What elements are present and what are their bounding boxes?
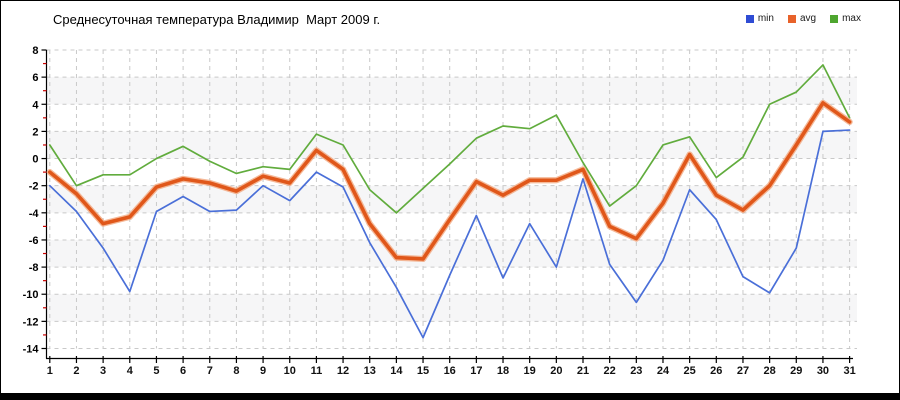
y-tick-label: 6 — [32, 72, 38, 84]
legend-label: avg — [800, 13, 816, 24]
x-tick-label: 6 — [180, 365, 186, 377]
legend-item-min: min — [746, 13, 774, 24]
x-tick-label: 22 — [604, 365, 616, 377]
legend-item-max: max — [830, 13, 861, 24]
chart-title: Среднесуточная температура Владимир Март… — [53, 12, 380, 27]
y-tick-label: -2 — [29, 181, 39, 193]
x-tick-label: 3 — [100, 365, 106, 377]
x-tick-label: 16 — [444, 365, 456, 377]
x-tick-label: 4 — [127, 365, 134, 377]
avg-swatch-icon — [788, 15, 796, 23]
x-tick-label: 29 — [790, 365, 802, 377]
x-tick-label: 8 — [233, 365, 239, 377]
x-tick-label: 19 — [524, 365, 536, 377]
x-tick-label: 2 — [73, 365, 79, 377]
legend-label: max — [842, 13, 861, 24]
x-tick-label: 25 — [684, 365, 696, 377]
x-tick-label: 11 — [311, 365, 323, 377]
x-tick-label: 18 — [497, 365, 509, 377]
y-tick-label: 8 — [32, 45, 38, 57]
legend-item-avg: avg — [788, 13, 816, 24]
footer-bar — [1, 393, 899, 399]
x-tick-label: 7 — [207, 365, 213, 377]
x-tick-label: 1 — [47, 365, 53, 377]
y-tick-label: -10 — [23, 289, 39, 301]
x-tick-label: 23 — [630, 365, 642, 377]
x-tick-label: 17 — [470, 365, 482, 377]
y-tick-label: -4 — [29, 208, 40, 220]
plot-band — [47, 240, 857, 267]
x-tick-label: 21 — [577, 365, 589, 377]
x-tick-label: 31 — [843, 365, 855, 377]
plot-band — [47, 131, 857, 158]
temperature-chart: 86420-2-4-6-8-10-12-14123456789101112131… — [1, 1, 899, 393]
y-tick-label: 4 — [32, 99, 39, 111]
x-tick-label: 28 — [763, 365, 775, 377]
x-tick-label: 20 — [550, 365, 562, 377]
x-tick-label: 27 — [737, 365, 749, 377]
y-tick-label: 2 — [32, 126, 38, 138]
x-tick-label: 15 — [417, 365, 429, 377]
x-tick-label: 30 — [817, 365, 829, 377]
plot-band — [47, 294, 857, 321]
chart-legend: min avg max — [746, 13, 861, 24]
legend-label: min — [758, 13, 774, 24]
y-tick-label: -12 — [23, 316, 39, 328]
x-tick-label: 5 — [153, 365, 159, 377]
min-swatch-icon — [746, 15, 754, 23]
y-tick-label: 0 — [32, 154, 38, 166]
max-swatch-icon — [830, 15, 838, 23]
x-tick-label: 26 — [710, 365, 722, 377]
y-tick-label: -14 — [23, 344, 40, 356]
x-tick-label: 14 — [390, 365, 403, 377]
x-tick-label: 10 — [284, 365, 296, 377]
y-tick-label: -8 — [29, 262, 39, 274]
x-tick-label: 9 — [260, 365, 266, 377]
plot-band — [47, 77, 857, 104]
x-tick-label: 12 — [337, 365, 349, 377]
x-tick-label: 13 — [364, 365, 376, 377]
weather-informer-widget: Среднесуточная температура Владимир Март… — [0, 0, 900, 400]
y-tick-label: -6 — [29, 235, 39, 247]
x-tick-label: 24 — [657, 365, 670, 377]
